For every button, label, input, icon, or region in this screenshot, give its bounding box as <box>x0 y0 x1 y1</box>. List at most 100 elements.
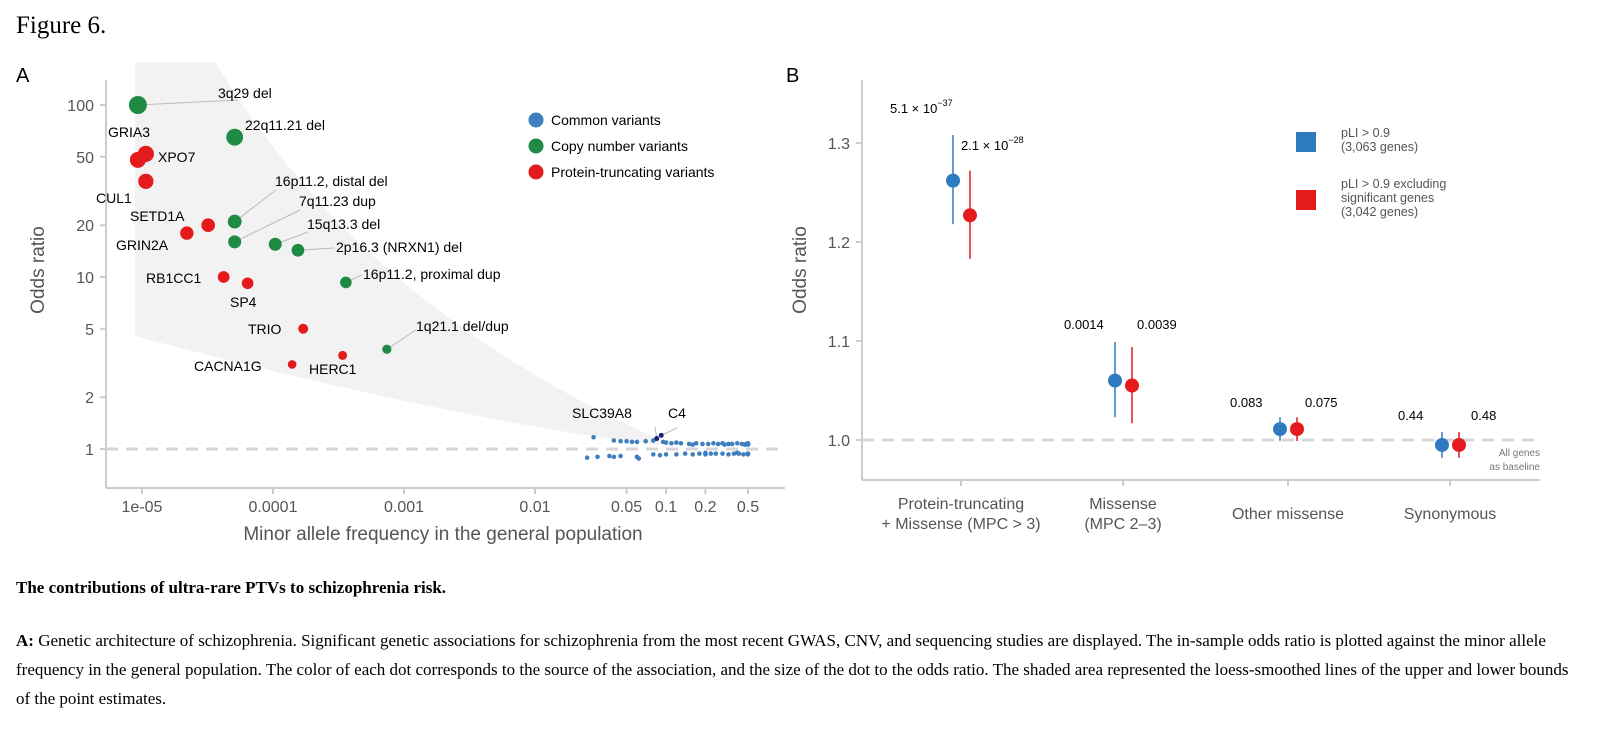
x-tick-label: 0.1 <box>655 499 677 516</box>
common-variant-point <box>693 440 699 446</box>
legend-label: pLI > 0.9 <box>1341 126 1390 140</box>
legend-label: Copy number variants <box>551 138 688 154</box>
point-ptv <box>241 277 254 290</box>
common-variant-point <box>595 454 600 460</box>
point-cnv <box>291 243 305 257</box>
figure-title: Figure 6. <box>16 12 107 39</box>
point-estimate <box>1273 422 1287 437</box>
point-cnv <box>340 276 352 289</box>
legend-marker <box>528 138 544 154</box>
label-leader-line <box>137 99 239 106</box>
common-variant-point <box>682 451 688 456</box>
label-leader-line <box>234 209 301 243</box>
common-variant-point <box>618 453 623 459</box>
label-leader-line <box>234 189 277 222</box>
x-tick-label: (MPC 2–3) <box>1084 516 1161 533</box>
common-variant-point <box>636 456 642 461</box>
common-variant-point <box>657 452 663 458</box>
point-estimate <box>1125 378 1139 393</box>
common-variant-point <box>624 438 629 444</box>
point-cnv <box>128 96 147 114</box>
legend-marker <box>528 112 544 128</box>
point-label: SLC39A8 <box>572 405 632 421</box>
x-tick-label: 0.0001 <box>249 499 298 516</box>
x-tick-label: 0.01 <box>519 499 550 516</box>
x-tick-label: Other missense <box>1232 506 1344 523</box>
caption-text: Genetic architecture of schizophrenia. S… <box>16 631 1569 708</box>
p-value-label: 5.1 × 10−37 <box>890 98 953 116</box>
panel-a-letter: A <box>16 65 30 87</box>
label-leader-line <box>386 329 417 350</box>
legend-marker <box>1296 132 1316 152</box>
common-variant-point <box>669 440 674 446</box>
x-tick-label: 0.5 <box>737 499 759 516</box>
common-variant-point <box>745 442 751 447</box>
y-tick-label: 100 <box>67 98 94 115</box>
point-estimate <box>1452 437 1466 452</box>
point-label: 3q29 del <box>218 85 272 101</box>
common-variant-point <box>663 440 669 445</box>
point-estimate <box>1108 373 1122 388</box>
point-ptv <box>338 350 348 360</box>
point-label: 1q21.1 del/dup <box>416 318 509 334</box>
label-leader-line <box>661 427 678 436</box>
point-label: C4 <box>668 405 686 421</box>
point-cnv <box>226 128 244 146</box>
panel-b-chart: All genes as baseline 1.0 1.1 1.2 1.3 Odds rat… <box>790 80 1542 533</box>
y-tick-label: 20 <box>76 218 94 235</box>
y-tick-label: 2 <box>85 390 94 407</box>
common-variant-point <box>722 442 727 447</box>
common-variant-point <box>715 441 721 447</box>
point-ptv <box>180 226 194 240</box>
common-variant-point <box>703 450 708 456</box>
point-label: CUL1 <box>96 190 132 206</box>
common-variant-point <box>591 434 596 440</box>
y-axis-title: Odds ratio <box>790 226 811 314</box>
common-variant-point <box>611 454 617 460</box>
panel-a-chart: 1 2 5 10 20 50 100 1e-05 0.0001 0.001 0.01 0.05 0.1 0… <box>28 62 785 545</box>
reference-label: All genes <box>1499 448 1540 459</box>
point-ptv <box>287 360 297 369</box>
point-estimate <box>963 208 977 223</box>
common-variant-point <box>729 441 735 447</box>
common-variant-point <box>611 438 617 443</box>
point-label: 16p11.2, distal del <box>275 173 388 189</box>
legend-label: (3,042 genes) <box>1341 205 1418 219</box>
point-estimate <box>946 173 960 188</box>
common-variant-point <box>734 450 740 456</box>
common-variant-point <box>711 440 716 446</box>
common-variant-point <box>734 440 740 446</box>
common-variant-point <box>651 452 656 457</box>
p-value-label: 0.083 <box>1230 395 1263 410</box>
p-value-label: 2.1 × 10−28 <box>961 135 1024 153</box>
point-estimate <box>1435 437 1449 452</box>
common-variant-point <box>618 438 623 444</box>
common-variant-point <box>705 441 711 447</box>
x-axis-title: Minor allele frequency in the general po… <box>243 524 642 545</box>
common-variant-point <box>663 452 669 457</box>
point-ptv <box>217 271 230 283</box>
point-label: HERC1 <box>309 361 357 377</box>
common-variant-point <box>674 440 679 445</box>
p-value-exponent: −28 <box>1008 135 1023 145</box>
figure-6: A 1 2 5 10 20 50 100 1e-05 0.0001 0.001 0.01 0.05 0.… <box>16 62 1542 545</box>
point-cnv <box>228 235 242 249</box>
p-value-label: 0.48 <box>1471 408 1496 423</box>
y-axis-title: Odds ratio <box>28 226 49 314</box>
x-tick-label: 0.2 <box>694 499 716 516</box>
y-tick-label: 1 <box>85 442 94 459</box>
common-variant-point <box>690 452 696 457</box>
common-variant-point <box>700 441 705 447</box>
common-variant-point <box>745 451 751 456</box>
common-variant-point <box>697 451 702 456</box>
y-tick-label: 1.3 <box>828 136 850 153</box>
point-label: SETD1A <box>130 208 185 224</box>
y-tick-label: 1.2 <box>828 235 850 252</box>
point-label: 22q11.21 del <box>245 117 325 133</box>
p-value-exponent: −37 <box>937 98 952 108</box>
point-ptv <box>201 218 216 233</box>
y-tick-label: 1.0 <box>828 433 850 450</box>
x-tick-label: Missense <box>1089 496 1157 513</box>
legend-label: significant genes <box>1341 191 1434 205</box>
common-variant-point <box>708 451 714 456</box>
